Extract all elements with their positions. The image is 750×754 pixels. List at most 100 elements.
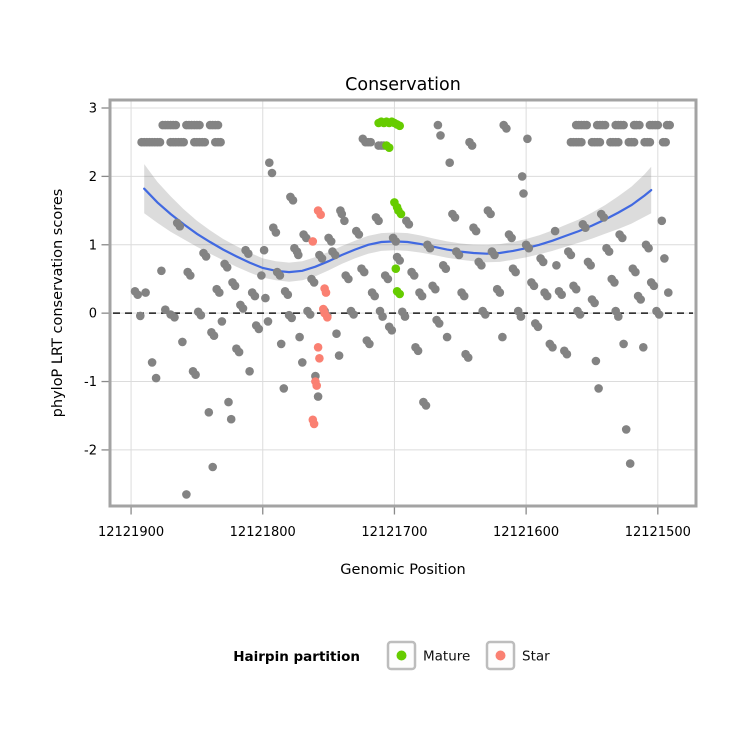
data-point-other <box>344 274 353 284</box>
data-point-other <box>204 408 214 417</box>
data-point-star <box>309 419 319 429</box>
data-point-other <box>550 226 560 236</box>
data-point-other <box>635 120 644 130</box>
data-point-star <box>308 237 318 246</box>
data-point-other <box>301 233 311 243</box>
data-point-other <box>431 284 440 294</box>
data-point-other <box>571 284 581 294</box>
data-point-other <box>459 291 469 301</box>
data-point-other <box>171 120 181 130</box>
data-point-mature <box>396 209 406 219</box>
data-point-other <box>136 311 145 321</box>
y-tick-label: -1 <box>84 375 97 390</box>
loess-smooth-line <box>143 187 653 274</box>
data-point-other <box>538 257 548 267</box>
data-point-other <box>577 137 586 147</box>
data-point-other <box>276 339 286 349</box>
data-point-other <box>575 310 585 319</box>
data-point-other <box>586 261 595 270</box>
data-point-other <box>595 137 605 147</box>
data-point-other <box>157 266 166 276</box>
data-point-star <box>316 210 326 219</box>
data-point-star <box>323 313 332 322</box>
data-point-other <box>234 347 244 357</box>
data-point-other <box>238 304 248 313</box>
data-point-other <box>244 249 253 258</box>
data-point-other <box>366 137 376 147</box>
data-point-other <box>533 322 543 332</box>
data-point-other <box>259 245 269 255</box>
data-point-other <box>614 312 623 321</box>
data-point-other <box>477 261 486 270</box>
data-point-other <box>295 332 304 342</box>
data-point-other <box>421 401 431 410</box>
data-point-other <box>425 243 435 253</box>
data-point-other <box>337 209 347 219</box>
data-point-other <box>604 247 614 256</box>
legend-label-star: Star <box>522 649 550 665</box>
data-point-other <box>226 414 236 424</box>
chart-title: Conservation <box>345 75 461 95</box>
data-point-other <box>486 209 495 219</box>
data-point-other <box>433 120 443 130</box>
data-point-other <box>619 339 628 349</box>
y-tick-label: -2 <box>84 443 97 458</box>
data-point-other <box>309 278 319 287</box>
data-point-other <box>196 310 206 320</box>
data-point-other <box>267 168 277 178</box>
data-point-other <box>511 267 520 277</box>
gridlines <box>110 100 696 506</box>
data-point-other <box>170 313 179 322</box>
data-point-star <box>312 381 322 390</box>
data-point-other <box>305 310 315 319</box>
data-point-other <box>507 233 516 243</box>
y-axis-label: phyloP LRT conservation scores <box>50 189 66 418</box>
plot-background <box>110 100 696 506</box>
data-point-other <box>519 189 528 198</box>
y-tick-label: 2 <box>89 170 97 185</box>
y-tick-label: 3 <box>89 102 97 117</box>
data-point-other <box>649 281 659 291</box>
x-tick-label: 12121900 <box>98 525 164 540</box>
data-point-other <box>442 332 452 342</box>
data-point-other <box>542 291 552 301</box>
data-point-other <box>599 213 609 222</box>
data-point-other <box>191 370 200 380</box>
data-point-other <box>490 250 499 260</box>
data-point-other <box>594 384 603 393</box>
data-point-other <box>217 317 227 326</box>
data-point-other <box>313 392 323 401</box>
data-point-other <box>517 172 527 181</box>
data-point-other <box>481 310 490 319</box>
data-point-other <box>524 243 534 253</box>
data-point-other <box>639 343 648 352</box>
legend-dot-star <box>495 650 506 661</box>
data-point-other <box>557 290 566 300</box>
data-point-mature <box>391 264 401 274</box>
data-point-other <box>631 267 640 277</box>
data-point-other <box>178 337 187 347</box>
data-point-star <box>313 343 323 352</box>
data-point-other <box>591 356 601 366</box>
data-point-other <box>349 310 358 319</box>
data-point-other <box>216 137 225 147</box>
data-point-other <box>209 331 219 341</box>
data-point-other <box>614 137 623 147</box>
data-point-other <box>529 281 539 291</box>
data-point-other <box>359 267 369 277</box>
data-point-other <box>625 459 635 468</box>
x-tick-label: 12121500 <box>625 525 691 540</box>
data-point-other <box>665 120 674 130</box>
data-point-mature <box>395 289 405 299</box>
legend-title: Hairpin partition <box>233 649 360 665</box>
data-point-other <box>548 343 557 352</box>
confidence-band <box>144 164 652 282</box>
data-point-other <box>502 124 511 133</box>
data-point-other <box>330 250 340 260</box>
data-point-other <box>263 317 273 326</box>
data-point-other <box>332 329 341 339</box>
x-axis-label: Genomic Position <box>340 562 465 578</box>
data-point-other <box>404 220 414 229</box>
data-point-other <box>664 288 673 297</box>
